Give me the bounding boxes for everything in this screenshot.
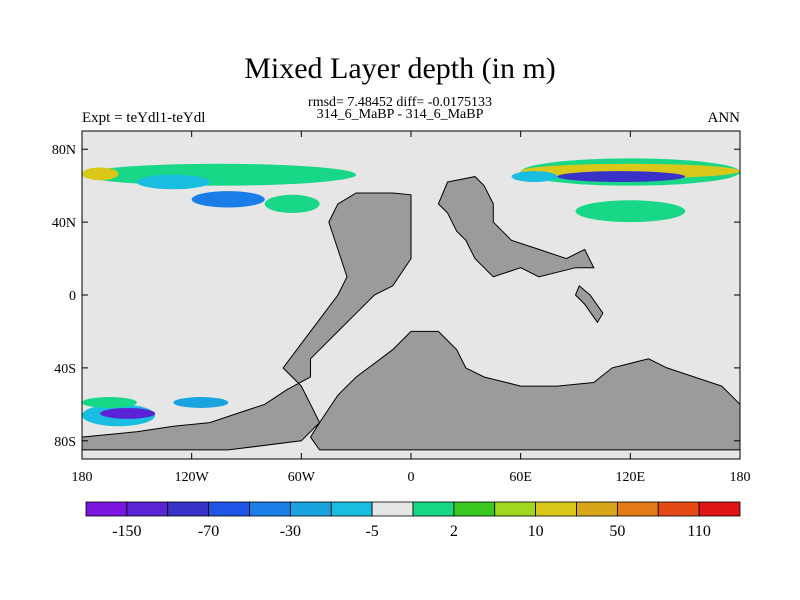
colorbar-label: -5 <box>365 523 378 540</box>
figure-title: Mixed Layer depth (in m) <box>244 52 556 85</box>
colorbar-label: -30 <box>280 523 301 540</box>
colorbar-swatch <box>289 501 332 517</box>
colorbar-swatch <box>616 501 659 517</box>
experiment-label: Expt = teYdl1-teYdl <box>82 110 206 126</box>
stats-line: rmsd= 7.48452 diff= -0.0175133 <box>308 95 492 110</box>
colorbar-swatch <box>698 501 741 517</box>
map-ticks: 180 120W 60W 0 60E 120E 180 80N 40N 0 40S 80S <box>52 131 751 485</box>
lon-tick-label: 180 <box>72 470 93 485</box>
lat-tick-label: 0 <box>69 289 76 304</box>
anomaly-layer <box>82 158 740 427</box>
cases-line: 314_6_MaBP - 314_6_MaBP <box>316 107 484 122</box>
lat-tick-label: 40S <box>54 362 76 377</box>
anomaly-south-midlat-cyan <box>173 397 229 408</box>
lat-tick-label: 80N <box>52 143 76 158</box>
land-north-landmass <box>437 176 595 278</box>
anomaly-north-east-green <box>575 200 686 223</box>
anomaly-south-pacific-deep <box>100 407 156 419</box>
colorbar-swatch <box>85 501 128 517</box>
colorbar-label: -70 <box>198 523 219 540</box>
lon-tick-label: 60W <box>288 470 316 485</box>
colorbar-swatch <box>576 501 618 517</box>
anomaly-north-midlat-band <box>191 191 265 208</box>
colorbar-swatch <box>371 501 414 517</box>
land-layer <box>81 176 741 451</box>
colorbar-swatch <box>167 501 210 517</box>
lon-tick-label: 0 <box>408 470 415 485</box>
season-label: ANN <box>707 110 741 126</box>
colorbar-label: 2 <box>450 523 458 540</box>
colorbar-label: 10 <box>528 523 544 540</box>
lat-tick-label: 40N <box>52 216 76 231</box>
colorbar-label: 50 <box>609 523 625 540</box>
anomaly-north-atlantic-green <box>264 194 320 213</box>
colorbar-swatch <box>657 501 700 517</box>
colorbar-swatch <box>453 501 496 517</box>
anomaly-north-band-deep <box>557 171 686 183</box>
anomaly-south-pacific-green <box>82 397 137 408</box>
lon-tick-label: 60E <box>509 470 532 485</box>
lon-tick-label: 120E <box>616 470 646 485</box>
colorbar-swatch <box>249 501 291 517</box>
colorbar-swatch <box>330 501 373 517</box>
lon-tick-label: 180 <box>730 470 751 485</box>
anomaly-north-pacific-atlantic-band <box>82 163 357 186</box>
land-american-continent <box>81 192 412 451</box>
lat-tick-label: 80S <box>54 435 76 450</box>
anomaly-north-pacific-yellow <box>82 167 119 181</box>
lon-tick-label: 120W <box>175 470 210 485</box>
colorbar-swatch <box>126 501 169 517</box>
anomaly-north-pacific-cyan <box>136 174 210 190</box>
colorbar-swatch <box>208 501 250 517</box>
colorbar-label: 110 <box>687 523 710 540</box>
colorbar-label: -150 <box>112 523 141 540</box>
land-east-island <box>574 285 604 324</box>
colorbar-swatch <box>494 501 537 517</box>
colorbar-swatch <box>535 501 577 517</box>
colorbar: -150 -70 -30 -5 2 10 50 110 <box>85 501 741 540</box>
anomaly-north-cyan-east <box>511 171 558 183</box>
colorbar-swatch <box>412 501 455 517</box>
